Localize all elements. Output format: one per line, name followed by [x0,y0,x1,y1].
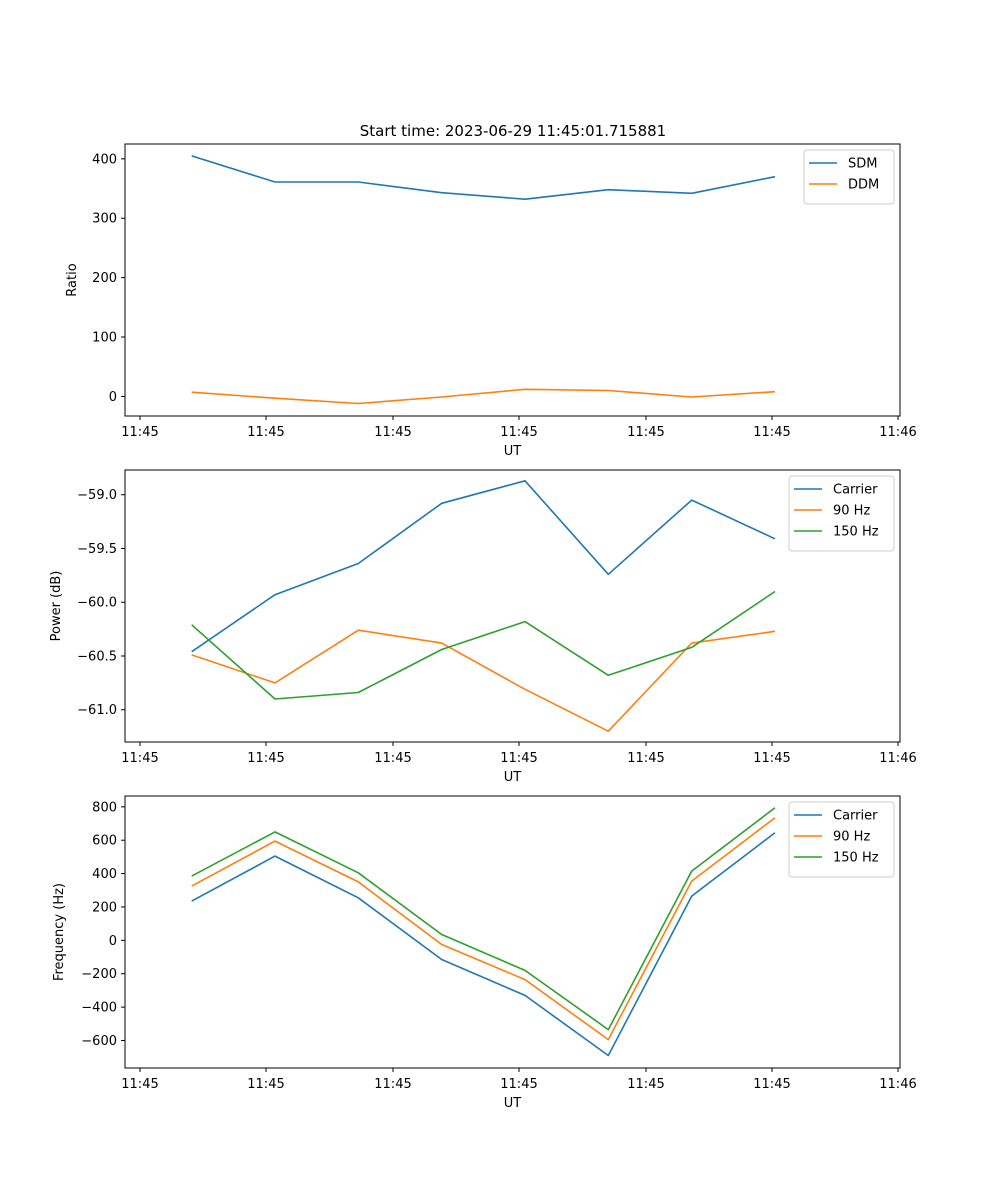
legend-box [788,475,895,552]
y-tick-label: 200 [92,900,117,915]
x-tick-label: 11:45 [500,425,537,440]
y-tick-label: −200 [81,967,117,982]
x-axis: 11:45 11:45 11:45 11:45 11:45 11:45 11:46 [121,1068,917,1092]
x-tick-label: 11:45 [500,1077,537,1092]
x-tick-label: 11:45 [753,751,790,766]
x-tick-label: 11:45 [374,425,411,440]
x-tick-label: 11:45 [753,425,790,440]
x-tick-label: 11:45 [121,751,158,766]
y-tick-label: 0 [109,934,117,949]
axes-frame [124,469,901,743]
series-line-90-hz [191,817,776,1041]
legend: SDM DDM [803,149,895,205]
legend-entry: 90 Hz [833,830,870,845]
x-axis-label: UT [504,770,522,785]
legend-box [788,801,895,878]
legend-entry: Carrier [833,809,878,824]
legend: Carrier 90 Hz 150 Hz [788,475,895,552]
x-tick-label: 11:45 [247,1077,284,1092]
y-tick-label: 400 [92,152,117,167]
axes-frame [124,143,901,417]
y-tick-label: 200 [92,271,117,286]
x-tick-label: 11:46 [879,425,916,440]
frequency-chart: 11:45 11:45 11:45 11:45 11:45 11:45 11:46 −600… [52,795,917,1111]
plot-area [191,155,776,405]
x-axis-label: UT [504,1096,522,1111]
legend-entry: DDM [848,178,879,193]
plot-area [191,479,776,733]
y-tick-label: −59.0 [77,488,117,503]
series-line-150-hz [191,590,776,700]
legend-entry: Carrier [833,483,878,498]
series-line-carrier [191,479,776,653]
y-axis: 0 100 200 300 400 [92,152,125,405]
x-tick-label: 11:46 [879,751,916,766]
series-line-sdm [191,155,776,200]
y-tick-label: 0 [109,390,117,405]
legend-entry: 150 Hz [833,851,879,866]
y-tick-label: −600 [81,1034,117,1049]
power-chart: 11:45 11:45 11:45 11:45 11:45 11:45 11:46 −61.… [49,469,917,785]
y-axis-label: Ratio [65,263,80,296]
y-tick-label: −61.0 [77,703,117,718]
y-axis-label: Power (dB) [49,571,64,642]
x-tick-label: 11:45 [121,1077,158,1092]
x-tick-label: 11:45 [374,1077,411,1092]
x-tick-label: 11:45 [374,751,411,766]
series-line-ddm [191,388,776,405]
x-tick-label: 11:46 [879,1077,916,1092]
legend-entry: 90 Hz [833,504,870,519]
x-tick-label: 11:45 [627,1077,664,1092]
series-line-carrier [191,832,776,1057]
y-tick-label: 100 [92,331,117,346]
x-tick-label: 11:45 [247,425,284,440]
x-axis-label: UT [504,444,522,459]
x-tick-label: 11:45 [753,1077,790,1092]
x-tick-label: 11:45 [500,751,537,766]
y-tick-label: 300 [92,212,117,227]
legend-entry: SDM [848,157,877,172]
plot-area [191,807,776,1057]
y-tick-label: 600 [92,834,117,849]
y-tick-label: −60.0 [77,596,117,611]
chart-title: Start time: 2023-06-29 11:45:01.715881 [360,122,666,140]
x-tick-label: 11:45 [247,751,284,766]
legend: Carrier 90 Hz 150 Hz [788,801,895,878]
legend-entry: 150 Hz [833,525,879,540]
y-tick-label: 800 [92,800,117,815]
ratio-chart: Start time: 2023-06-29 11:45:01.715881 1… [65,122,917,459]
x-tick-label: 11:45 [627,751,664,766]
x-axis: 11:45 11:45 11:45 11:45 11:45 11:45 11:46 [121,416,917,440]
x-axis: 11:45 11:45 11:45 11:45 11:45 11:45 11:46 [121,742,917,766]
x-tick-label: 11:45 [627,425,664,440]
y-axis: −600 −400 −200 0 200 400 600 800 [81,800,125,1049]
y-tick-label: −400 [81,1001,117,1016]
y-tick-label: −59.5 [77,542,117,557]
y-axis: −61.0 −60.5 −60.0 −59.5 −59.0 [77,488,125,718]
y-tick-label: 400 [92,867,117,882]
y-axis-label: Frequency (Hz) [52,883,67,981]
series-line-90-hz [191,629,776,733]
y-tick-label: −60.5 [77,649,117,664]
x-tick-label: 11:45 [121,425,158,440]
series-line-150-hz [191,807,776,1031]
axes-frame [124,795,901,1069]
